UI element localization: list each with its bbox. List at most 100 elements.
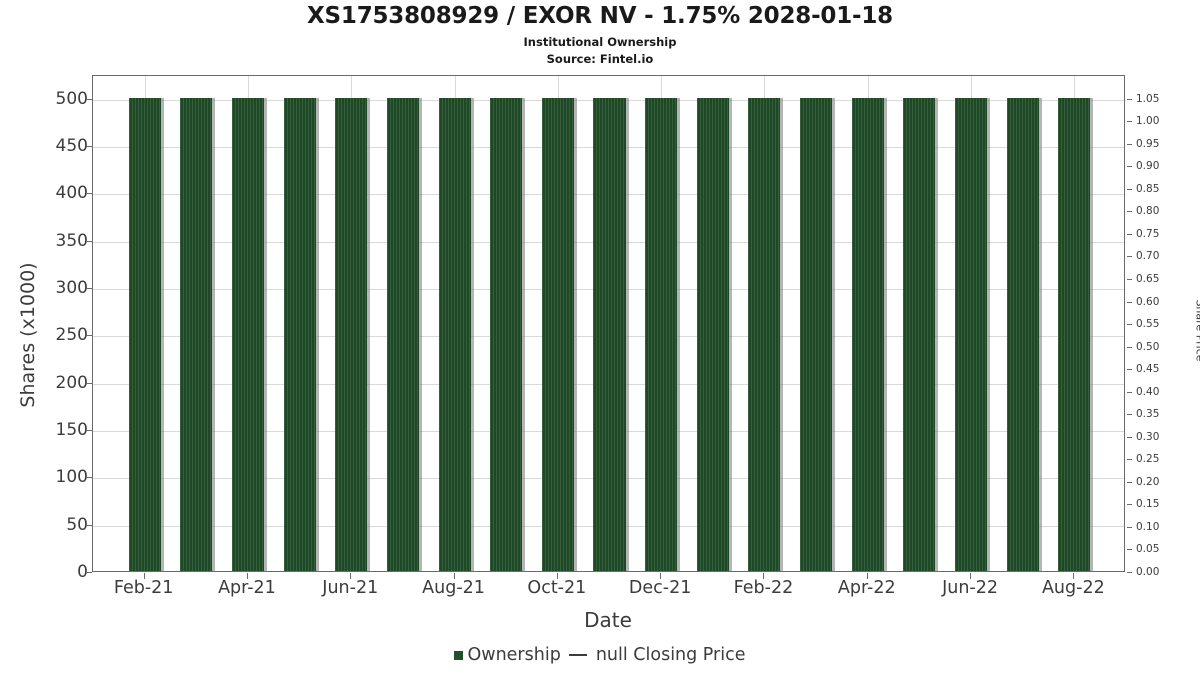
x-axis-tick-label: Feb-22 bbox=[733, 578, 794, 598]
chart-title: XS1753808929 / EXOR NV - 1.75% 2028-01-1… bbox=[307, 3, 893, 29]
y-axis-right-tick-label: 0.40 bbox=[1136, 385, 1160, 398]
x-axis-tick-label: Dec-21 bbox=[628, 578, 692, 598]
bar[interactable] bbox=[1058, 97, 1091, 571]
y-axis-right-tick-label: 0.70 bbox=[1136, 250, 1160, 263]
bar[interactable] bbox=[438, 97, 471, 571]
bar[interactable] bbox=[386, 97, 419, 571]
y-axis-right-tick-label: 0.95 bbox=[1136, 137, 1160, 150]
y-axis-right-tick-label: 0.80 bbox=[1136, 205, 1160, 218]
y-axis-right-tick-label: 0.55 bbox=[1136, 318, 1160, 331]
bar[interactable] bbox=[490, 97, 523, 571]
bar[interactable] bbox=[1006, 97, 1039, 571]
x-axis-tick-label: Jun-21 bbox=[322, 578, 379, 598]
y-axis-right-title: Share Price bbox=[1193, 299, 1200, 362]
x-axis-tick-mark bbox=[453, 573, 455, 579]
x-axis-tick-mark bbox=[1073, 573, 1075, 579]
x-axis-tick-mark bbox=[763, 573, 765, 579]
bar[interactable] bbox=[955, 97, 988, 571]
x-axis-tick-mark bbox=[866, 573, 868, 579]
y-axis-right-tick-label: 0.25 bbox=[1136, 453, 1160, 466]
y-axis-right-tick-mark bbox=[1127, 188, 1132, 190]
y-axis-right-tick-mark bbox=[1127, 369, 1132, 371]
y-axis-left-tick-mark bbox=[86, 477, 92, 479]
x-axis-tick-mark bbox=[143, 573, 145, 579]
y-axis-left-tick-label: 100 bbox=[55, 467, 88, 488]
bar[interactable] bbox=[541, 97, 574, 571]
y-axis-right-tick-label: 0.05 bbox=[1136, 543, 1160, 556]
y-axis-left-tick-label: 250 bbox=[55, 325, 88, 346]
y-axis-left-tick-mark bbox=[86, 430, 92, 431]
bar[interactable] bbox=[696, 97, 729, 571]
y-axis-right-tick-mark bbox=[1127, 459, 1132, 461]
y-axis-left-tick-mark bbox=[86, 572, 92, 573]
x-axis-title: Date bbox=[584, 608, 632, 632]
y-axis-right-tick-label: 1.05 bbox=[1136, 92, 1160, 105]
y-axis-right-tick-label: 0.50 bbox=[1136, 340, 1160, 353]
y-axis-left-tick-mark bbox=[86, 335, 92, 337]
y-axis-left-tick-mark bbox=[86, 146, 92, 147]
x-axis-tick-label: Aug-21 bbox=[422, 578, 485, 598]
y-axis-right-tick-mark bbox=[1127, 481, 1132, 483]
y-axis-left-tick-label: 150 bbox=[55, 420, 88, 440]
y-axis-right-tick-label: 0.90 bbox=[1136, 160, 1160, 173]
y-axis-right-tick-mark bbox=[1127, 278, 1132, 280]
y-axis-left-tick-label: 400 bbox=[55, 183, 88, 204]
bar[interactable] bbox=[283, 97, 316, 571]
legend-label-closing-price: null Closing Price bbox=[595, 645, 746, 665]
y-axis-left-tick-mark bbox=[86, 524, 92, 526]
y-axis-right-tick-mark bbox=[1127, 211, 1132, 213]
x-axis-tick-mark bbox=[660, 573, 662, 579]
y-axis-right-tick-label: 0.75 bbox=[1136, 227, 1160, 240]
bar[interactable] bbox=[851, 97, 884, 571]
y-axis-right-tick-label: 0.85 bbox=[1136, 182, 1160, 195]
chart-subtitle: Institutional Ownership bbox=[523, 35, 677, 49]
legend-square-marker-icon bbox=[454, 650, 464, 660]
y-axis-right-tick-label: 0.65 bbox=[1136, 272, 1160, 285]
y-axis-right-tick-mark bbox=[1127, 346, 1132, 348]
y-axis-right-tick-label: 0.20 bbox=[1136, 475, 1160, 488]
legend-item-closing-price[interactable]: null Closing Price bbox=[561, 645, 746, 665]
y-axis-left-tick-mark bbox=[86, 382, 92, 384]
bar[interactable] bbox=[335, 97, 368, 571]
x-axis-tick-label: Apr-21 bbox=[218, 578, 276, 598]
y-axis-right-tick-label: 0.45 bbox=[1136, 363, 1160, 376]
y-axis-right-tick-mark bbox=[1127, 166, 1132, 168]
y-axis-right-tick-label: 0.15 bbox=[1136, 498, 1160, 511]
bar[interactable] bbox=[748, 97, 781, 571]
x-axis-tick-label: Aug-22 bbox=[1041, 578, 1105, 598]
x-axis-tick-label: Feb-21 bbox=[113, 578, 174, 598]
bar[interactable] bbox=[180, 97, 213, 571]
y-axis-right-tick-mark bbox=[1127, 301, 1132, 303]
x-axis-tick-label: Jun-22 bbox=[942, 578, 999, 598]
plot-area bbox=[92, 75, 1125, 572]
bar[interactable] bbox=[231, 97, 264, 571]
x-axis-tick-mark bbox=[556, 573, 558, 579]
legend-item-ownership[interactable]: Ownership bbox=[454, 645, 561, 665]
legend-line-marker-icon bbox=[568, 654, 587, 656]
x-axis-tick-label: Oct-21 bbox=[527, 578, 587, 598]
bar[interactable] bbox=[800, 97, 833, 571]
y-axis-right-tick-mark bbox=[1127, 391, 1132, 393]
y-axis-left-tick-label: 50 bbox=[66, 514, 88, 535]
y-axis-right-tick-mark bbox=[1127, 143, 1132, 145]
y-axis-right-tick-mark bbox=[1127, 233, 1132, 235]
y-axis-right-tick-mark bbox=[1127, 436, 1132, 438]
y-axis-right-tick-label: 0.60 bbox=[1136, 295, 1160, 308]
bar[interactable] bbox=[128, 97, 161, 571]
y-axis-right-tick-mark bbox=[1127, 549, 1132, 551]
y-axis-right-tick-label: 1.00 bbox=[1136, 115, 1160, 128]
bar[interactable] bbox=[903, 97, 936, 571]
chart-legend: Ownership null Closing Price bbox=[0, 645, 1200, 665]
y-axis-right-tick-label: 0.10 bbox=[1136, 520, 1160, 533]
y-axis-left-tick-mark bbox=[86, 98, 92, 100]
y-axis-right-tick-mark bbox=[1127, 98, 1132, 100]
y-axis-right-tick-label: 0.00 bbox=[1136, 566, 1160, 578]
y-axis-right-tick-mark bbox=[1127, 572, 1132, 573]
y-axis-right-tick-mark bbox=[1127, 121, 1132, 123]
y-axis-right-tick-label: 0.30 bbox=[1136, 430, 1160, 443]
y-axis-left-tick-label: 350 bbox=[55, 230, 88, 251]
legend-label-ownership: Ownership bbox=[467, 645, 561, 665]
bar[interactable] bbox=[645, 97, 678, 571]
y-axis-left-tick-label: 0 bbox=[77, 562, 88, 582]
bar[interactable] bbox=[593, 97, 626, 571]
